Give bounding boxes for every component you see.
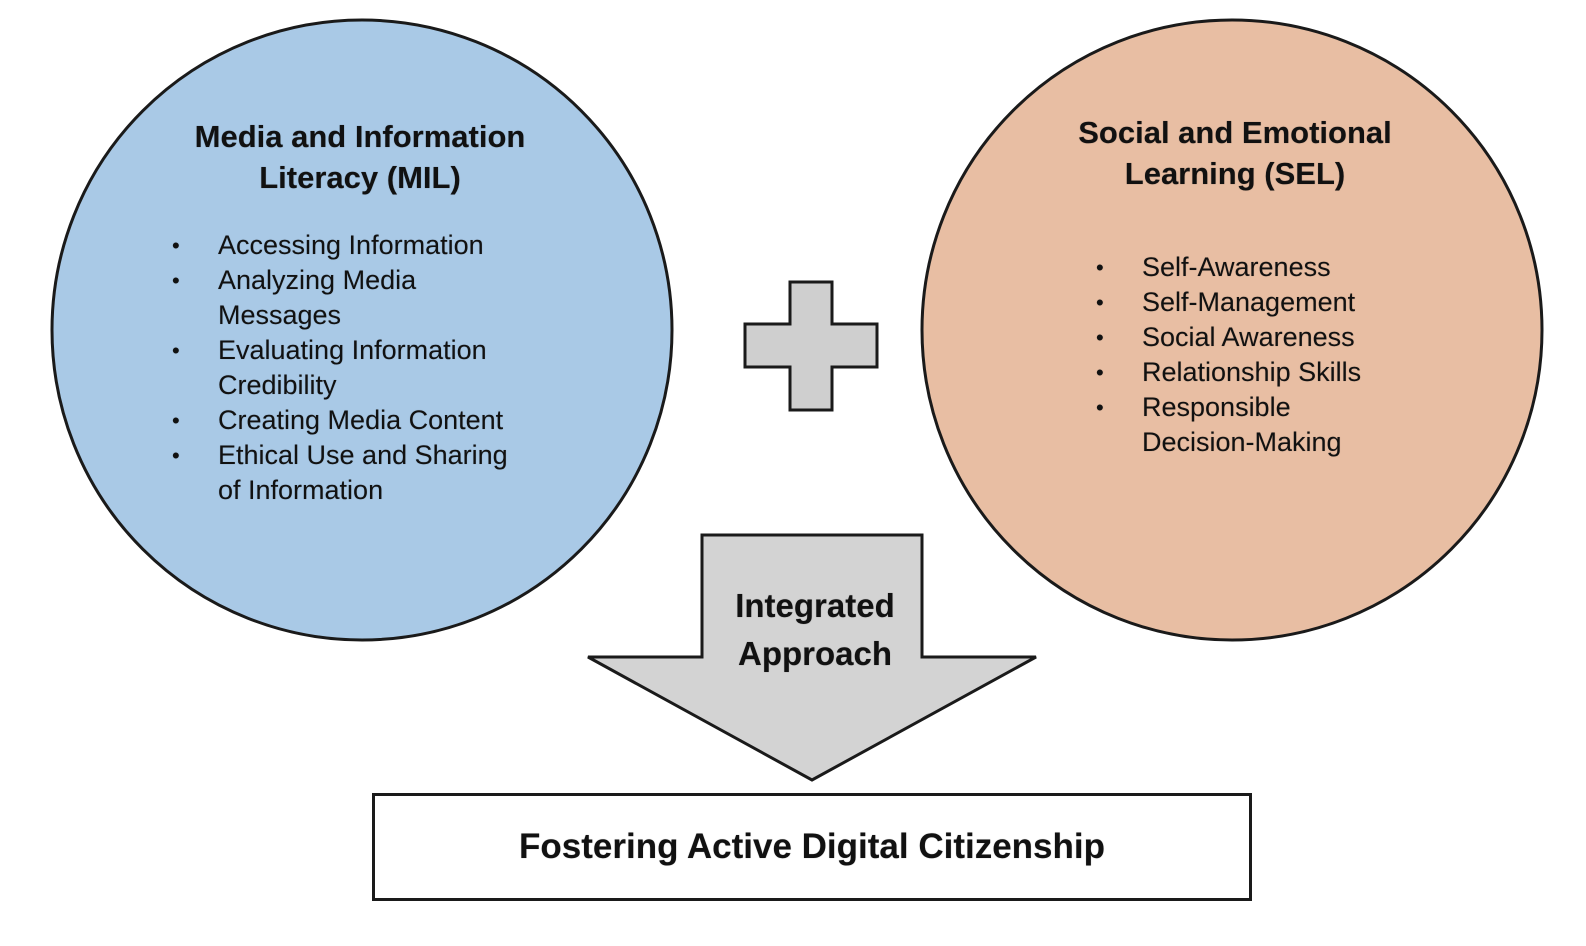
result-box: Fostering Active Digital Citizenship — [372, 793, 1252, 901]
list-item: Evaluating Information Credibility — [172, 333, 562, 403]
mil-competency-list: Accessing Information Analyzing Media Me… — [172, 228, 562, 508]
mil-title: Media and Information Literacy (MIL) — [194, 119, 526, 195]
list-item: Creating Media Content — [172, 403, 562, 438]
list-item: Relationship Skills — [1096, 355, 1416, 390]
list-item: Social Awareness — [1096, 320, 1416, 355]
list-item: Self-Awareness — [1096, 250, 1416, 285]
list-item: Self-Management — [1096, 285, 1416, 320]
list-item: Accessing Information — [172, 228, 562, 263]
list-item: Ethical Use and Sharing of Information — [172, 438, 562, 508]
result-label: Fostering Active Digital Citizenship — [519, 827, 1105, 866]
sel-title: Social and Emotional Learning (SEL) — [1078, 115, 1392, 191]
sel-competency-list: Self-Awareness Self-Management Social Aw… — [1096, 250, 1416, 460]
down-arrow-icon — [587, 533, 1037, 782]
list-item: Responsible Decision-Making — [1096, 390, 1416, 460]
list-item: Analyzing Media Messages — [172, 263, 562, 333]
plus-icon — [743, 280, 879, 412]
integrated-approach-label: Integrated Approach — [735, 587, 895, 672]
